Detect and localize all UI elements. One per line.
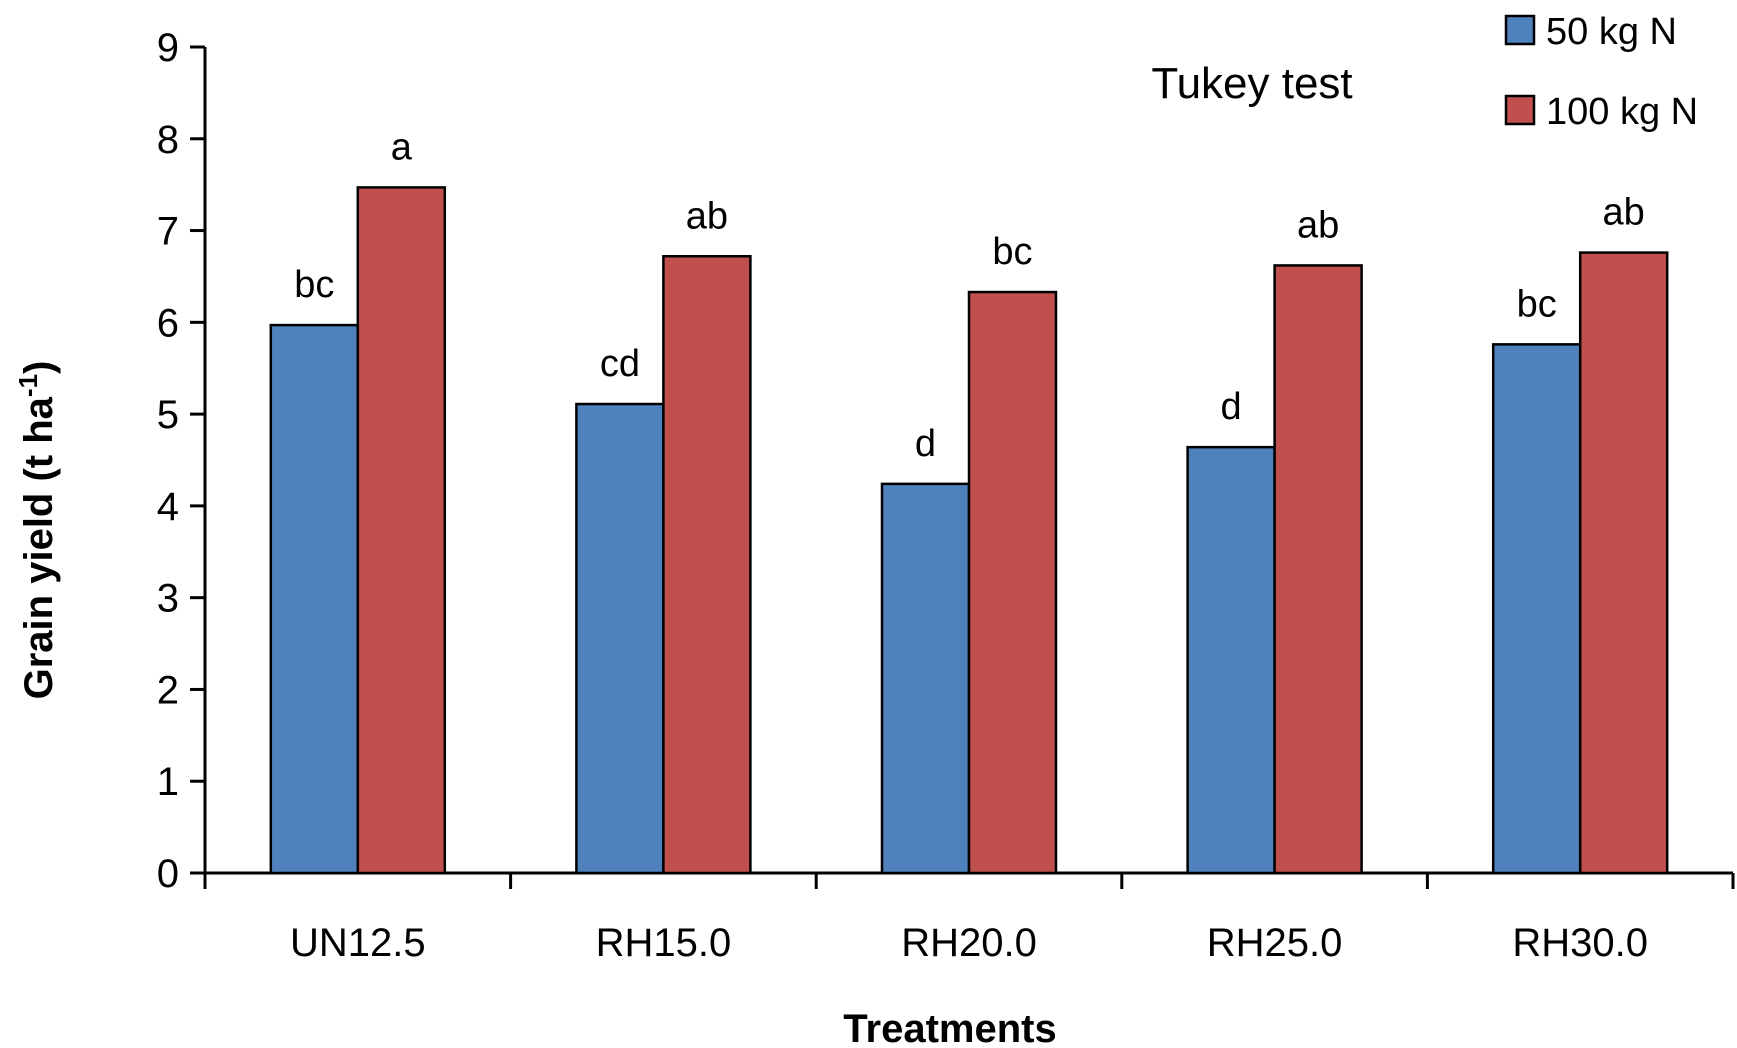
bar-50kgN xyxy=(576,404,663,873)
y-tick-label: 7 xyxy=(157,210,179,254)
significance-letter: d xyxy=(1221,386,1242,428)
bar-100kgN xyxy=(663,256,750,873)
significance-letter: ab xyxy=(1603,192,1645,234)
bar-50kgN xyxy=(1188,447,1275,873)
bar-100kgN xyxy=(358,187,445,873)
x-category-label: RH30.0 xyxy=(1512,921,1648,965)
y-axis-title: Grain yield (t ha-1) xyxy=(13,361,61,700)
x-category-label: RH20.0 xyxy=(901,921,1037,965)
y-tick-label: 4 xyxy=(157,485,179,529)
bars xyxy=(271,187,1667,873)
significance-letter: ab xyxy=(686,195,728,237)
significance-letter: d xyxy=(915,423,936,465)
legend-swatch-50kgN xyxy=(1506,16,1534,44)
legend-label-100kgN: 100 kg N xyxy=(1546,91,1698,133)
x-category-label: UN12.5 xyxy=(290,921,426,965)
y-axis: 0 1 2 3 4 5 6 7 8 9 xyxy=(157,26,205,896)
x-axis: UN12.5 RH15.0 RH20.0 RH25.0 RH30.0 xyxy=(205,873,1733,965)
legend-label-50kgN: 50 kg N xyxy=(1546,11,1677,53)
y-tick-label: 5 xyxy=(157,393,179,437)
tukey-annotation: Tukey test xyxy=(1151,59,1352,108)
y-tick-label: 3 xyxy=(157,577,179,621)
y-tick-label: 8 xyxy=(157,118,179,162)
significance-letter: a xyxy=(391,126,413,168)
significance-letter: ab xyxy=(1297,204,1339,246)
legend: 50 kg N 100 kg N xyxy=(1506,11,1698,133)
significance-letter: bc xyxy=(294,264,334,306)
bar-50kgN xyxy=(1493,344,1580,873)
bar-100kgN xyxy=(969,292,1056,873)
x-category-label: RH15.0 xyxy=(596,921,732,965)
bar-50kgN xyxy=(271,325,358,873)
significance-letter: bc xyxy=(992,231,1032,273)
significance-letter: cd xyxy=(600,343,640,385)
x-axis-title: Treatments xyxy=(843,1007,1056,1048)
bar-100kgN xyxy=(1275,265,1362,873)
y-tick-label: 0 xyxy=(157,852,179,896)
bar-100kgN xyxy=(1580,253,1667,873)
significance-letter: bc xyxy=(1517,283,1557,325)
y-tick-label: 2 xyxy=(157,668,179,712)
legend-swatch-100kgN xyxy=(1506,96,1534,124)
y-tick-label: 6 xyxy=(157,301,179,345)
bar-50kgN xyxy=(882,484,969,873)
y-tick-label: 1 xyxy=(157,760,179,804)
x-category-label: RH25.0 xyxy=(1207,921,1343,965)
y-tick-label: 9 xyxy=(157,26,179,70)
